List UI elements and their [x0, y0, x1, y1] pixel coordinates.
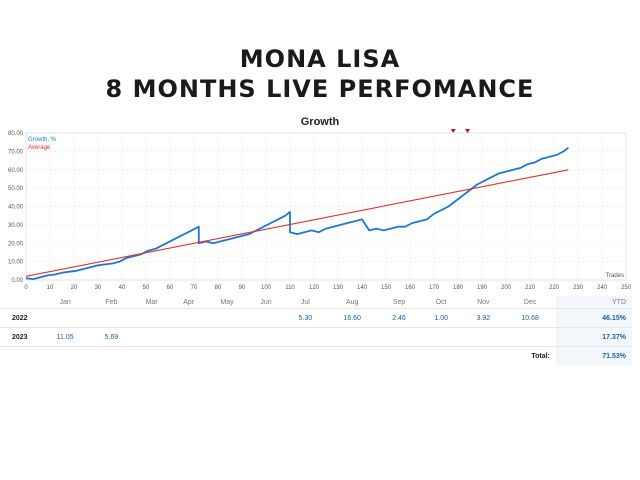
x-tick-label: 90 — [239, 285, 246, 291]
x-tick-label: 170 — [429, 285, 440, 291]
ytd-value-cell: 46.15% — [555, 308, 632, 328]
x-tick-label: 60 — [167, 285, 174, 291]
month-header: Oct — [435, 298, 447, 306]
table-row: 2023 11.05 5.69 17.37% — [0, 327, 632, 347]
table-row: 2022 5.30 16.60 2.46 1.00 3.92 10.68 46.15% — [0, 308, 632, 328]
month-value-cell — [132, 327, 171, 347]
x-tick-label: 0 — [24, 285, 28, 291]
month-header: Aug — [345, 298, 359, 306]
x-tick-label: 160 — [405, 285, 416, 291]
ytd-value-cell: 17.37% — [555, 327, 632, 347]
month-header: Jun — [260, 298, 272, 306]
y-tick-label: 80.00 — [8, 131, 24, 137]
month-value-cell — [40, 308, 91, 328]
x-tick-label: 80 — [215, 285, 222, 291]
monthly-returns-table: Jan Feb Mar Apr May Jun Jul Aug Sep Oct Nov Dec YTD … — [0, 296, 632, 365]
x-tick-label: 40 — [119, 285, 126, 291]
month-value-cell — [326, 327, 378, 347]
month-header: Feb — [105, 298, 118, 306]
month-value-cell: 5.69 — [90, 327, 133, 347]
month-header: Apr — [183, 298, 195, 306]
x-tick-label: 190 — [477, 285, 488, 291]
y-tick-label: 40.00 — [8, 205, 24, 211]
month-value-cell — [247, 327, 285, 347]
event-marker — [450, 129, 456, 133]
legend-entry: Average — [28, 145, 51, 151]
y-tick-label: 20.00 — [8, 241, 24, 247]
month-header: Jul — [300, 298, 310, 306]
month-value-cell: 11.05 — [40, 327, 91, 347]
event-marker — [465, 129, 471, 133]
month-value-cell — [132, 308, 171, 328]
x-tick-label: 30 — [95, 285, 102, 291]
x-tick-label: 230 — [573, 285, 584, 291]
x-tick-label: 140 — [357, 285, 368, 291]
table-body: 2022 5.30 16.60 2.46 1.00 3.92 10.68 46.15% 2023… — [0, 308, 632, 365]
month-header: Jan — [59, 298, 71, 306]
total-value: 71.53% — [555, 346, 632, 365]
series-line-growth — [25, 146, 569, 280]
table-header-row: Jan Feb Mar Apr May Jun Jul Aug Sep Oct Nov Dec YTD — [0, 296, 632, 309]
year-cell: 2023 — [0, 327, 40, 347]
x-tick-label: 250 — [621, 285, 632, 291]
x-tick-label: 210 — [525, 285, 536, 291]
total-label: Total: — [0, 346, 556, 365]
chart-title: Growth — [300, 116, 340, 128]
y-tick-label: 60.00 — [8, 168, 24, 174]
month-value-cell: 10.68 — [504, 308, 556, 328]
x-tick-label: 50 — [143, 285, 150, 291]
month-value-cell — [170, 327, 207, 347]
ytd-header: YTD — [555, 296, 632, 309]
x-tick-label: 150 — [381, 285, 392, 291]
year-cell: 2022 — [0, 308, 40, 328]
month-value-cell — [504, 327, 556, 347]
x-tick-label: 20 — [71, 285, 78, 291]
x-tick-label: 240 — [597, 285, 608, 291]
x-tick-label: 100 — [261, 285, 272, 291]
month-value-cell: 5.30 — [284, 308, 327, 328]
month-header: Nov — [477, 298, 490, 306]
series-line-average — [25, 169, 569, 277]
growth-chart: 0.00 10.00 20.00 30.00 40.00 50.00 60.00 70.00 8… — [8, 129, 632, 291]
month-value-cell — [170, 308, 207, 328]
y-tick-label: 10.00 — [8, 260, 24, 266]
month-value-cell — [247, 308, 285, 328]
month-value-cell — [284, 327, 327, 347]
headline-title: MONA LISA — [239, 45, 401, 73]
legend-entry: Growth, % — [28, 137, 57, 143]
headline-subtitle: 8 MONTHS LIVE PERFOMANCE — [105, 75, 535, 103]
y-tick-label: 50.00 — [8, 186, 24, 192]
y-tick-label: 70.00 — [8, 149, 24, 155]
month-header: Sep — [392, 298, 406, 306]
x-axis-label: Trades — [606, 273, 624, 279]
month-value-cell — [206, 308, 248, 328]
month-value-cell — [206, 327, 248, 347]
y-tick-label: 0.00 — [11, 278, 23, 284]
x-tick-label: 120 — [309, 285, 320, 291]
month-header: May — [220, 298, 234, 306]
month-value-cell — [420, 327, 463, 347]
month-value-cell — [377, 327, 421, 347]
month-header: Dec — [523, 298, 537, 306]
x-tick-label: 220 — [549, 285, 560, 291]
x-tick-label: 10 — [47, 285, 54, 291]
month-value-cell: 3.92 — [462, 308, 505, 328]
x-tick-label: 130 — [333, 285, 344, 291]
y-tick-label: 30.00 — [8, 223, 24, 229]
month-value-cell — [462, 327, 505, 347]
month-header: Mar — [145, 298, 158, 306]
month-value-cell: 1.00 — [420, 308, 463, 328]
total-row: Total: 71.53% — [0, 346, 632, 365]
month-value-cell: 2.46 — [377, 308, 421, 328]
x-tick-label: 70 — [191, 285, 198, 291]
x-tick-label: 180 — [453, 285, 464, 291]
month-value-cell: 16.60 — [326, 308, 378, 328]
year-column-header — [0, 296, 40, 309]
x-tick-label: 200 — [501, 285, 512, 291]
month-value-cell — [90, 308, 133, 328]
x-tick-label: 110 — [285, 285, 295, 291]
